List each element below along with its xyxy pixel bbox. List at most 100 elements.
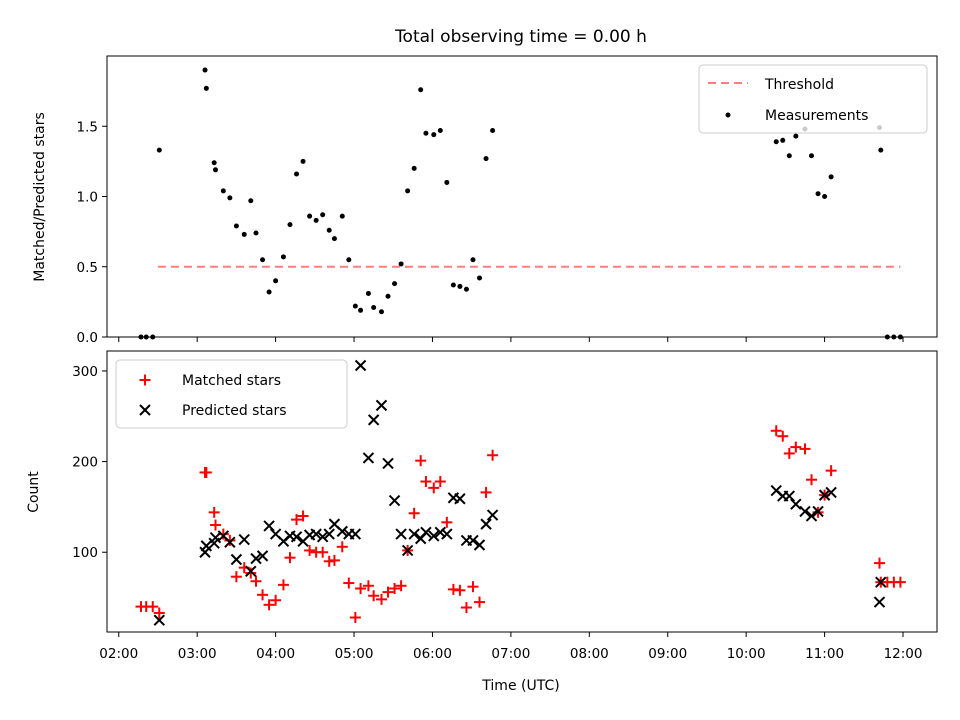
predicted-star-point-b — [434, 526, 447, 538]
predicted-star-point-b — [486, 509, 499, 521]
matched-star-point — [208, 506, 220, 518]
bottom-legend: Matched stars Predicted stars — [115, 359, 348, 429]
predicted-star-point-b — [209, 532, 222, 544]
predicted-star-point — [388, 494, 401, 507]
matched-star-point — [257, 589, 269, 601]
predicted-star-point — [245, 565, 257, 577]
predicted-star-point-b — [770, 484, 782, 497]
matched-star-point — [355, 582, 367, 594]
predicted-star-point-b — [230, 553, 243, 566]
predicted-star-point — [408, 528, 420, 540]
predicted-star-point — [256, 550, 269, 562]
measurement-point — [477, 275, 483, 281]
matched-star-point — [395, 580, 407, 592]
predicted-star-point-b — [316, 531, 329, 543]
measurement-point — [211, 160, 217, 166]
measurement-point — [822, 194, 828, 199]
predicted-star-point-b — [323, 528, 335, 540]
predicted-star-point — [401, 544, 414, 557]
matched-star-point — [368, 590, 380, 602]
predicted-star-point — [480, 518, 492, 530]
measurement-point — [358, 307, 364, 313]
bottom-x-tick-label: 12:00 — [884, 646, 923, 662]
predicted-star-point — [263, 520, 275, 532]
predicted-star-point — [367, 414, 380, 426]
measurement-point — [346, 257, 352, 263]
top-legend: Threshold Measurements — [698, 64, 928, 134]
predicted-star-point — [473, 539, 486, 551]
predicted-star-point-b — [263, 520, 275, 532]
matched-star-point — [304, 544, 316, 556]
predicted-star-point-b — [217, 530, 230, 542]
predicted-star-point-b — [256, 550, 269, 562]
matched-star-point — [428, 482, 440, 494]
matched-star-point — [790, 441, 802, 453]
matched-star-point — [349, 611, 361, 623]
measurement-point — [378, 309, 384, 315]
predicted-star-point-b — [354, 359, 367, 372]
measurement-point — [392, 281, 398, 287]
measurement-point — [815, 191, 821, 197]
top-y-tick-label: 0.5 — [77, 260, 98, 276]
matched-star-point — [336, 541, 348, 553]
top-y-tick-label: 1.0 — [77, 190, 98, 206]
measurement-point — [809, 153, 815, 159]
bottom-panel: 100 200 300 02:00 03:00 04:00 05:00 06:00 07:00… — [26, 350, 938, 694]
matched-star-point — [770, 425, 782, 437]
predicted-star-point-b — [238, 533, 250, 546]
matched-star-point — [460, 602, 472, 614]
bottom-x-tick-label: 09:00 — [648, 646, 687, 662]
matched-star-point — [375, 593, 387, 605]
matched-star-point — [382, 586, 394, 598]
matched-star-point — [467, 581, 479, 593]
predicted-star-point — [434, 526, 447, 538]
predicted-star-point-b — [441, 528, 453, 540]
bottom-x-tick-label: 10:00 — [727, 646, 766, 662]
measurement-point — [294, 171, 300, 177]
predicted-star-point-b — [480, 518, 492, 530]
measurement-point — [203, 85, 209, 91]
bottom-y-axis-label: Count — [26, 471, 42, 513]
legend-matched-label: Matched stars — [182, 373, 281, 389]
measurement-point — [398, 261, 404, 267]
predicted-star-point — [420, 526, 432, 538]
predicted-star-point-b — [467, 534, 479, 547]
bottom-x-tick-label: 08:00 — [570, 646, 609, 662]
matched-star-point — [434, 476, 446, 488]
predicted-star-point — [467, 534, 479, 547]
top-y-tick-label: 1.5 — [77, 119, 98, 135]
predicted-star-point-b — [825, 486, 837, 499]
predicted-star-point — [200, 540, 213, 552]
measurement-point — [313, 217, 319, 223]
predicted-star-point-b — [454, 493, 466, 505]
predicted-star-point — [812, 505, 824, 518]
top-y-tick-label: 0.0 — [77, 330, 98, 346]
bottom-x-ticks: 02:00 03:00 04:00 05:00 06:00 07:00 08:00 09:00… — [99, 632, 922, 662]
predicted-star-point-b — [349, 528, 362, 540]
predicted-star-point-b — [250, 552, 262, 565]
measurement-point — [352, 303, 358, 309]
top-x-ticks — [118, 337, 904, 342]
matched-star-point — [200, 466, 212, 478]
matched-star-point — [415, 455, 427, 467]
matched-star-point — [474, 596, 486, 608]
legend-matched-marker — [139, 374, 151, 386]
measurement-points — [138, 67, 903, 340]
predicted-star-point-b — [805, 510, 818, 522]
predicted-star-point — [382, 457, 394, 470]
measurement-point — [220, 188, 226, 194]
legend-predicted-swatch — [139, 404, 151, 416]
measurement-point — [233, 223, 239, 229]
matched-star-point — [153, 607, 165, 619]
predicted-star-point — [799, 505, 811, 518]
measurement-point — [450, 282, 456, 288]
matched-star-point — [317, 546, 329, 558]
measurement-point — [156, 147, 162, 153]
measurement-point — [878, 147, 884, 153]
bottom-y-tick-label: 200 — [72, 455, 98, 471]
predicted-star-point — [441, 528, 453, 540]
predicted-star-point — [783, 490, 796, 502]
bottom-y-ticks: 100 200 300 — [72, 364, 107, 561]
bottom-x-tick-label: 05:00 — [335, 646, 374, 662]
predicted-star-point — [805, 510, 818, 522]
